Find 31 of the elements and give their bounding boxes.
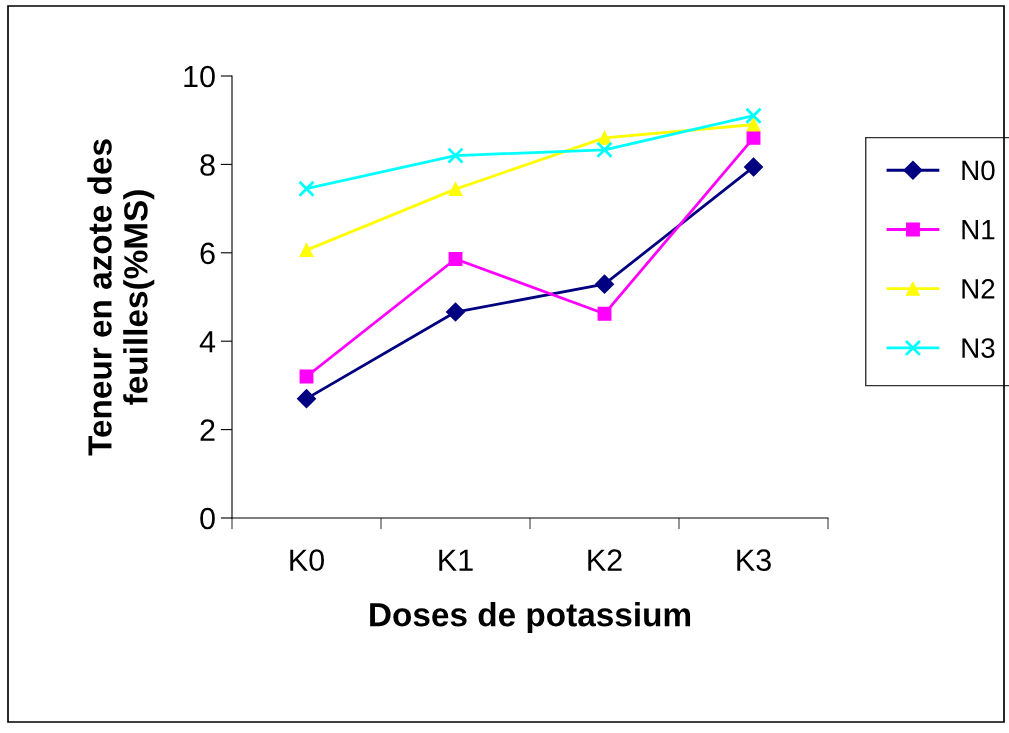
point [597,306,612,321]
point [594,274,615,294]
point [745,107,762,125]
point [447,147,464,164]
y-tick-label: 8 [200,154,215,176]
point [596,141,613,159]
legend-label: N1 [962,220,995,240]
x-tick-label: K2 [588,549,622,571]
y-tick-label: 6 [200,242,215,265]
legend-label: N0 [962,160,995,181]
y-tick-label: 4 [199,331,216,353]
point [299,243,314,258]
point [743,157,764,177]
point [445,302,466,322]
point [296,389,317,409]
y-tick-label: 2 [200,419,215,441]
point [746,117,761,132]
point [298,180,315,198]
legend-label: N2 [962,279,995,299]
legend-label: N3 [962,338,995,358]
x-tick-label: K1 [439,549,473,571]
x-tick-label: K3 [737,549,771,571]
point [448,252,463,266]
point [299,369,314,384]
point [597,130,612,145]
x-axis-title: Doses de potassium [370,602,691,634]
y-axis-title: Teneur en azote des feuilles(%MS) [87,139,155,456]
x-tick-label: K0 [290,549,324,571]
y-tick-label: 10 [184,65,215,88]
point [448,182,463,197]
y-tick-label: 0 [200,507,215,530]
